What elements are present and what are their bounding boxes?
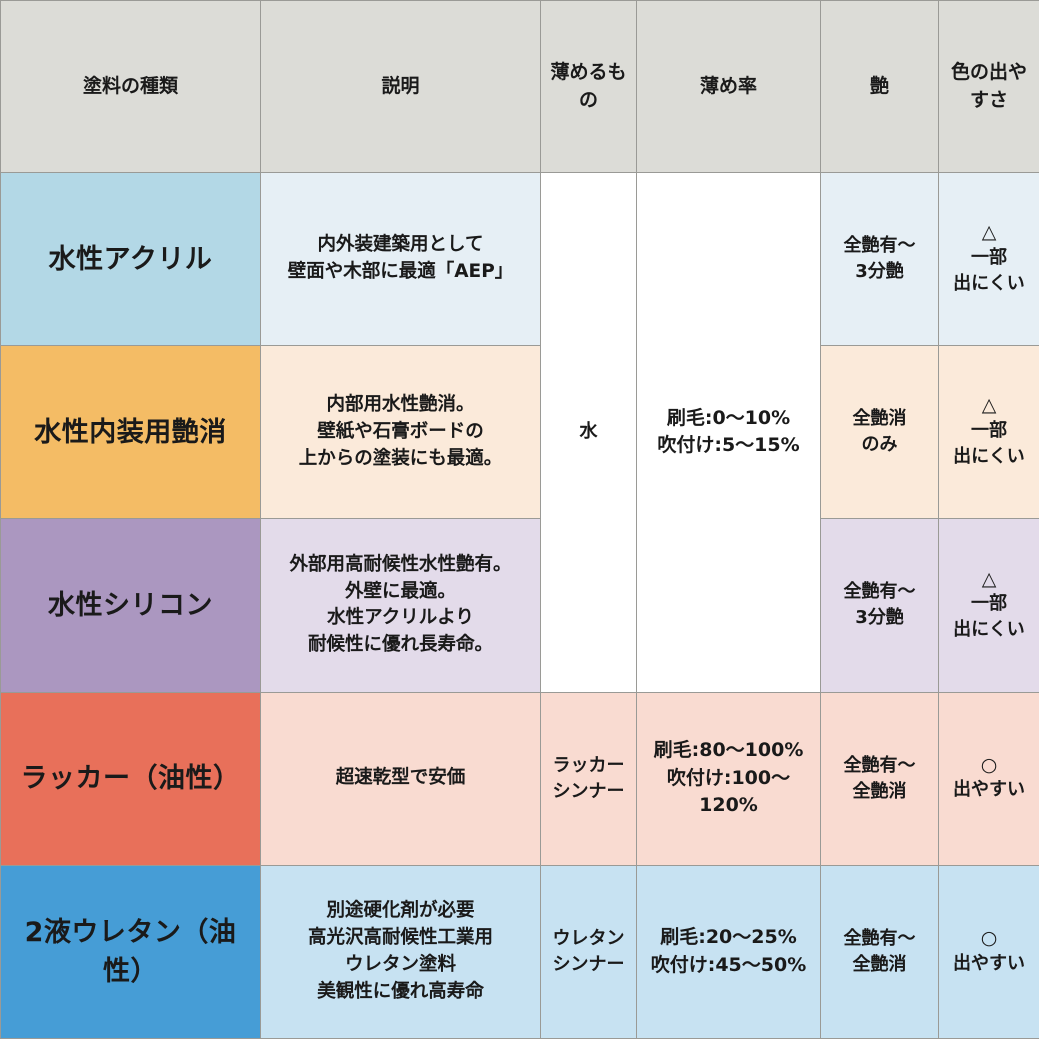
desc-line: 高光沢高耐候性工業用 [307, 927, 493, 949]
desc-line: 内外装建築用として [317, 234, 484, 256]
cell-color-ease: ○ 出やすい [938, 864, 1039, 1039]
header-thinner: 薄めるもの [540, 0, 637, 173]
cell-gloss: 全艶有〜 3分艶 [820, 518, 939, 693]
rate-line-brush: 刷毛:0〜10% [666, 406, 791, 429]
triangle-icon: △ [981, 567, 997, 590]
rate-line-spray: 吹付け:5〜15% [657, 434, 800, 457]
color-ease-line: 出やすい [953, 779, 1025, 801]
cell-gloss: 全艶有〜 全艶消 [820, 864, 939, 1039]
thinner-line: シンナー [552, 953, 625, 975]
table-row: 2液ウレタン（油性） 別途硬化剤が必要 高光沢高耐候性工業用 ウレタン塗料 美観… [0, 864, 1039, 1039]
desc-line: 耐候性に優れ長寿命。 [307, 634, 493, 656]
header-paint-type: 塗料の種類 [0, 0, 261, 173]
cell-description: 内部用水性艶消。 壁紙や石膏ボードの 上からの塗装にも最適。 [260, 345, 541, 520]
desc-line: 内部用水性艶消。 [326, 394, 475, 416]
rate-line-spray: 吹付け:100〜120% [666, 766, 791, 817]
rate-line-spray: 吹付け:45〜50% [650, 953, 807, 976]
gloss-line: 全艶消 [852, 780, 907, 802]
gloss-line: 全艶有〜 [843, 927, 916, 949]
desc-line: 別途硬化剤が必要 [326, 900, 475, 922]
gloss-line: 全艶有〜 [843, 581, 916, 603]
cell-dilution-rate-water: 刷毛:0〜10% 吹付け:5〜15% [636, 172, 821, 693]
gloss-line: 3分艶 [855, 261, 904, 283]
triangle-icon: △ [981, 221, 997, 244]
gloss-line: 全艶消 [852, 408, 907, 430]
header-color-ease: 色の出やすさ [938, 0, 1039, 173]
desc-line: 水性アクリルより [327, 607, 474, 629]
desc-line: 上からの塗装にも最適。 [298, 447, 503, 469]
desc-line: 美観性に優れ高寿命 [317, 980, 484, 1002]
thinner-line: ウレタン [552, 927, 625, 949]
circle-icon: ○ [980, 926, 998, 949]
rate-line-brush: 刷毛:80〜100% [653, 739, 804, 762]
cell-dilution-rate: 刷毛:20〜25% 吹付け:45〜50% [636, 864, 821, 1039]
color-ease-line: 出にくい [953, 272, 1025, 294]
gloss-line: のみ [861, 434, 898, 456]
thinner-line: シンナー [552, 780, 625, 802]
cell-description: 外部用高耐候性水性艶有。 外壁に最適。 水性アクリルより 耐候性に優れ長寿命。 [260, 518, 541, 693]
cell-paint-type: 水性内装用艶消 [0, 345, 261, 520]
circle-icon: ○ [980, 753, 998, 776]
cell-thinner-water: 水 [540, 172, 637, 693]
cell-paint-type: 2液ウレタン（油性） [0, 864, 261, 1039]
cell-description: 別途硬化剤が必要 高光沢高耐候性工業用 ウレタン塗料 美観性に優れ高寿命 [260, 864, 541, 1039]
color-ease-line: 一部 [971, 420, 1007, 442]
cell-dilution-rate: 刷毛:80〜100% 吹付け:100〜120% [636, 691, 821, 866]
cell-thinner: ラッカー シンナー [540, 691, 637, 866]
desc-line: 外部用高耐候性水性艶有。 [289, 553, 512, 575]
desc-line: 外壁に最適。 [344, 580, 456, 602]
cell-gloss: 全艶消 のみ [820, 345, 939, 520]
color-ease-line: 一部 [971, 593, 1007, 615]
table-body: 水性アクリル 内外装建築用として 壁面や木部に最適「AEP」 水 刷毛:0〜10… [0, 171, 1039, 1039]
gloss-line: 全艶消 [852, 953, 907, 975]
cell-description: 超速乾型で安価 [260, 691, 541, 866]
color-ease-line: 出にくい [953, 446, 1025, 468]
desc-line: 壁紙や石膏ボードの [317, 420, 484, 442]
gloss-line: 全艶有〜 [843, 235, 916, 256]
rate-line-brush: 刷毛:20〜25% [660, 926, 797, 949]
table-row: ラッカー（油性） 超速乾型で安価 ラッカー シンナー 刷毛:80〜100% 吹付… [0, 691, 1039, 866]
table-header: 塗料の種類 説明 薄めるもの 薄め率 艶 色の出やすさ [0, 0, 1039, 173]
color-ease-line: 出にくい [953, 619, 1025, 641]
cell-gloss: 全艶有〜 全艶消 [820, 691, 939, 866]
thinner-line: ラッカー [552, 754, 625, 776]
header-gloss: 艶 [820, 0, 939, 173]
color-ease-line: 一部 [971, 246, 1007, 268]
cell-color-ease: △ 一部 出にくい [938, 345, 1039, 520]
cell-gloss: 全艶有〜 3分艶 [820, 171, 939, 347]
table-row: 水性アクリル 内外装建築用として 壁面や木部に最適「AEP」 水 刷毛:0〜10… [0, 171, 1039, 693]
cell-color-ease: △ 一部 出にくい [938, 171, 1039, 347]
color-ease-line: 出やすい [953, 952, 1025, 974]
table-row: 水性内装用艶消 内部用水性艶消。 壁紙や石膏ボードの 上からの塗装にも最適。 全… [0, 345, 1039, 520]
cell-paint-type: 水性シリコン [0, 518, 261, 693]
desc-line: 壁面や木部に最適「AEP」 [287, 261, 514, 283]
cell-color-ease: △ 一部 出にくい [938, 518, 1039, 693]
desc-line: ウレタン塗料 [344, 953, 456, 975]
cell-paint-type: 水性アクリル [0, 171, 261, 347]
header-row: 塗料の種類 説明 薄めるもの 薄め率 艶 色の出やすさ [0, 0, 1039, 173]
triangle-icon: △ [981, 394, 997, 417]
header-description: 説明 [260, 0, 541, 173]
gloss-line: 全艶有〜 [843, 754, 916, 776]
table-row: 水性シリコン 外部用高耐候性水性艶有。 外壁に最適。 水性アクリルより 耐候性に… [0, 518, 1039, 693]
cell-color-ease: ○ 出やすい [938, 691, 1039, 866]
cell-paint-type: ラッカー（油性） [0, 691, 261, 866]
cell-thinner: ウレタン シンナー [540, 864, 637, 1039]
cell-description: 内外装建築用として 壁面や木部に最適「AEP」 [260, 171, 541, 347]
header-dilution-rate: 薄め率 [636, 0, 821, 173]
gloss-line: 3分艶 [855, 607, 904, 629]
